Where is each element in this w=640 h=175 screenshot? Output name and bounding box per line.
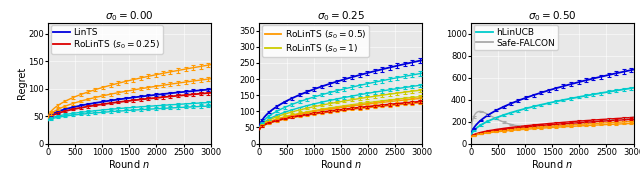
Legend: RoLinTS ($s_0 = 0.5$), RoLinTS ($s_0 = 1$): RoLinTS ($s_0 = 0.5$), RoLinTS ($s_0 = 1… <box>262 25 369 57</box>
Legend: hLinUCB, Safe-FALCON: hLinUCB, Safe-FALCON <box>474 25 557 50</box>
X-axis label: Round $n$: Round $n$ <box>320 158 362 170</box>
Title: $\sigma_0 = 0.25$: $\sigma_0 = 0.25$ <box>317 9 365 23</box>
X-axis label: Round $n$: Round $n$ <box>108 158 150 170</box>
Y-axis label: Regret: Regret <box>17 67 27 99</box>
Title: $\sigma_0 = 0.50$: $\sigma_0 = 0.50$ <box>528 9 577 23</box>
Legend: LinTS, RoLinTS ($s_0 = 0.25$): LinTS, RoLinTS ($s_0 = 0.25$) <box>51 25 163 54</box>
Title: $\sigma_0 = 0.00$: $\sigma_0 = 0.00$ <box>105 9 154 23</box>
X-axis label: Round $n$: Round $n$ <box>531 158 573 170</box>
